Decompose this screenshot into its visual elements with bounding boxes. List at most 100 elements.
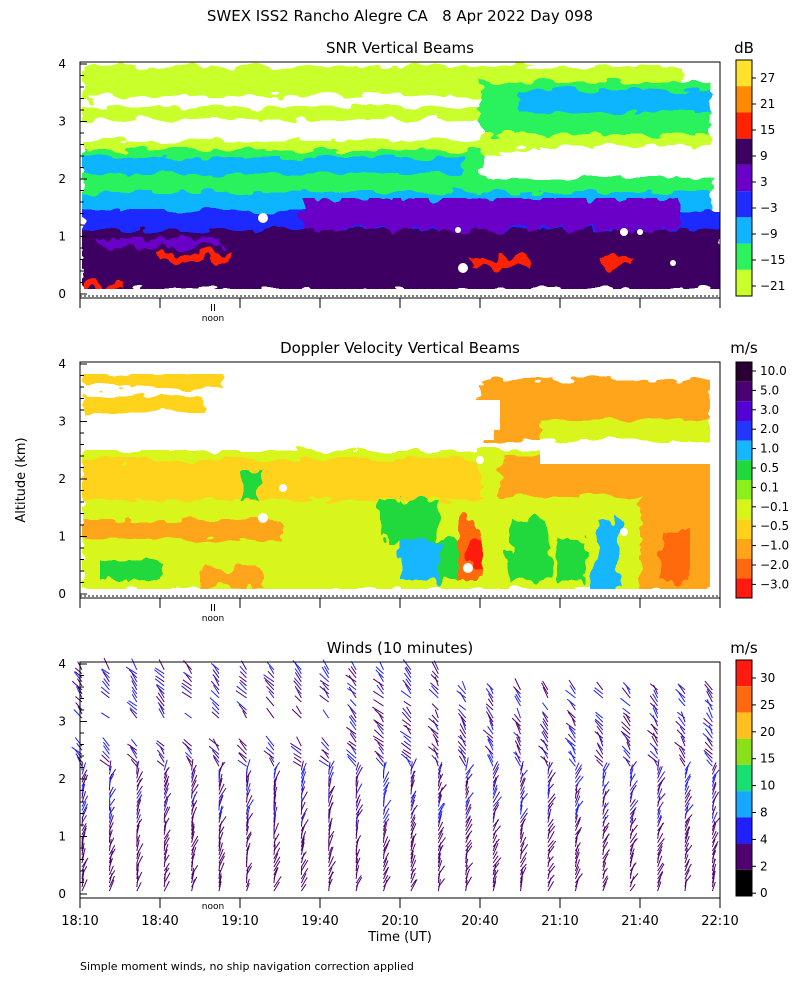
wind-barb [273, 841, 281, 852]
wind-barb [574, 852, 580, 864]
wind-barb [574, 848, 580, 860]
wind-barb [437, 852, 441, 864]
wind-barb [108, 765, 112, 775]
wind-barb [674, 741, 686, 751]
wind-barb [410, 872, 416, 884]
wind-barb [594, 718, 604, 727]
wind-barb [547, 777, 553, 787]
wind-barb [163, 792, 172, 803]
wind-barb [273, 867, 279, 876]
wind-barb [520, 808, 528, 819]
wind-barb [702, 733, 713, 743]
wind-barb [163, 829, 171, 840]
wind-barb [208, 745, 220, 755]
wind-barb [163, 759, 168, 771]
wind-barb [218, 816, 227, 827]
wind-barb [649, 712, 658, 723]
wind-barb [657, 759, 660, 771]
wind-barb [594, 755, 604, 763]
wind-barb [492, 855, 499, 864]
wind-barb [129, 707, 138, 715]
wind-barb [461, 681, 467, 691]
wind-barb [218, 841, 221, 851]
wind-barb [437, 763, 443, 775]
wind-barb [596, 731, 604, 743]
wind-barb [410, 791, 417, 799]
wind-barb [328, 817, 333, 827]
wind-barb [373, 719, 384, 727]
wind-barb [300, 838, 305, 852]
wind-barb [626, 686, 631, 695]
wind-barb [482, 729, 494, 739]
wind-barb [431, 661, 439, 675]
wind-barb [457, 735, 467, 743]
wind-barb [547, 783, 555, 791]
wind-barb [437, 837, 446, 848]
wind-barb [629, 773, 636, 783]
wind-barb [515, 751, 521, 763]
wind-barb [400, 690, 412, 699]
wind-barb [163, 880, 170, 892]
wind-barb [402, 707, 412, 719]
wind-barb [486, 735, 494, 743]
wind-barb [323, 666, 330, 675]
wind-barb [321, 749, 329, 755]
wind-barb [377, 742, 384, 751]
wind-barb [246, 799, 254, 811]
wind-barb [81, 795, 89, 807]
wind-barb [265, 747, 275, 755]
wind-barb [621, 687, 631, 699]
wind-barb [246, 882, 250, 892]
wind-barb [156, 740, 165, 747]
wind-barb [520, 764, 524, 775]
wind-barb [520, 769, 528, 779]
wind-barb [703, 717, 713, 727]
wind-barb [246, 759, 251, 771]
wind-barb [300, 867, 309, 880]
wind-barb [136, 851, 141, 864]
winds-colorbar-swatch [736, 660, 752, 687]
wind-barb [211, 711, 220, 719]
wind-barb [547, 823, 554, 832]
wind-barb [218, 832, 224, 843]
wind-barb [513, 751, 521, 759]
wind-barb [684, 781, 689, 791]
doppler-colorbar-label: −3.0 [760, 577, 789, 591]
wind-barb [246, 831, 252, 840]
wind-barb [75, 753, 83, 763]
wind-barb [218, 794, 224, 803]
wind-barb [191, 835, 199, 848]
wind-barb [574, 767, 582, 779]
wind-barb [684, 795, 692, 807]
wind-barb [81, 857, 89, 868]
wind-barb [349, 721, 357, 731]
wind-barb [711, 806, 717, 815]
wind-barb [629, 852, 635, 864]
wind-barb [567, 733, 576, 743]
wind-barb [431, 754, 439, 763]
wind-barb [437, 878, 446, 888]
wind-barb [684, 854, 689, 864]
wind-barb [465, 862, 474, 872]
wind-barb [191, 800, 198, 811]
wind-barb [678, 754, 686, 763]
wind-barb [489, 720, 494, 731]
wind-barb [191, 774, 198, 787]
wind-barb [156, 683, 165, 691]
wind-barb [321, 666, 330, 679]
wind-barb [542, 711, 549, 719]
wind-barb [239, 679, 247, 687]
snr-colorbar-label: 9 [760, 149, 768, 163]
wind-barb [355, 857, 361, 868]
wind-barb [403, 735, 412, 743]
wind-barb [191, 784, 199, 795]
wind-barb [136, 790, 142, 799]
wind-barb [458, 708, 467, 719]
wind-barb [566, 740, 576, 751]
snr-unit-label: dB [734, 39, 754, 57]
wind-barb [574, 791, 580, 803]
wind-barb [437, 860, 443, 872]
wind-barb [246, 782, 251, 795]
wind-barb [136, 767, 140, 779]
wind-barb [602, 867, 608, 876]
